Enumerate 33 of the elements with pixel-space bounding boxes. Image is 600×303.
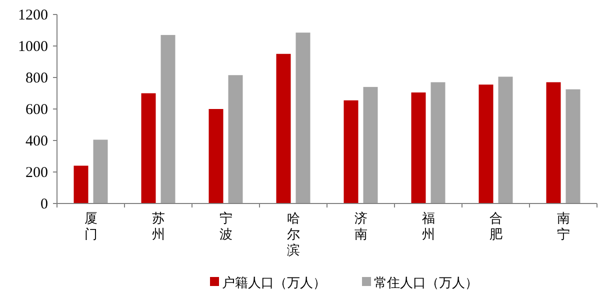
y-tick-label: 1200 [18,8,48,24]
bar [478,84,494,204]
bar [411,92,426,204]
bar [546,82,561,204]
legend-label: 常住人口（万人） [374,275,478,290]
x-tick-label: 合肥 [489,210,502,242]
bar [498,76,513,204]
x-tick-label: 苏州 [152,210,165,242]
y-tick-label: 400 [26,134,48,150]
bar [74,166,88,204]
y-tick-label: 800 [26,70,48,86]
bar [430,82,446,204]
x-tick-label: 哈尔滨 [286,210,300,258]
x-tick-label: 福州 [422,210,435,242]
y-tick-label: 600 [26,102,48,118]
bar [141,93,156,204]
x-tick-label: 厦门 [84,210,98,242]
bar [344,100,358,204]
bar [363,86,378,204]
bar [296,32,310,204]
bar [276,54,291,204]
x-tick-label: 宁波 [219,210,232,242]
bar [566,89,580,204]
x-tick-label: 济南 [354,210,368,242]
legend-label: 户籍人口（万人） [222,275,326,290]
bar [228,75,243,204]
y-tick-label: 1000 [18,39,48,55]
bar [208,109,224,204]
bar [160,34,176,204]
x-tick-label: 南宁 [556,210,570,242]
bar [93,140,108,204]
y-tick-label: 0 [40,196,48,212]
y-tick-label: 200 [26,165,48,181]
